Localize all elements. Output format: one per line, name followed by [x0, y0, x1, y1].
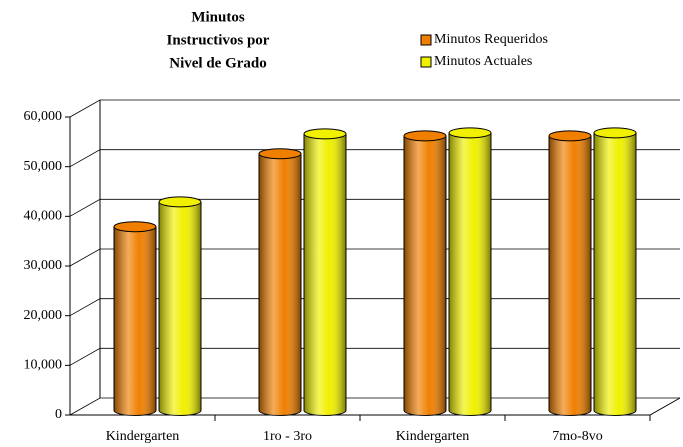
bar-shade: [594, 132, 636, 416]
legend-label: Minutos Requeridos: [434, 32, 548, 47]
bar-top: [448, 127, 492, 139]
chart-title: Instructivos por: [167, 32, 270, 48]
legend-swatch: [420, 34, 432, 46]
bar: [403, 130, 447, 416]
y-tick-label: 0: [55, 407, 62, 422]
bar: [258, 148, 302, 416]
bar: [303, 128, 347, 416]
bar: [448, 127, 492, 416]
bar: [158, 196, 202, 416]
grid-line: [69, 99, 680, 118]
bar-shade: [304, 133, 346, 416]
y-tick-label: 10,000: [24, 358, 63, 373]
bar-top: [403, 130, 447, 142]
bar-top: [548, 130, 592, 142]
bar-shade: [449, 132, 491, 416]
y-tick-label: 20,000: [24, 308, 63, 323]
y-tick-label: 40,000: [24, 209, 63, 224]
y-tick-label: 60,000: [24, 109, 63, 124]
legend-swatch: [420, 56, 432, 68]
y-tick-label: 50,000: [24, 159, 63, 174]
chart-title: Nivel de Grado: [169, 55, 267, 71]
bar: [593, 127, 637, 416]
bar-top: [593, 127, 637, 139]
x-tick-label: 1ro - 3ro: [263, 429, 312, 444]
x-tick-label: Kindergarten: [396, 429, 470, 444]
bar-top: [303, 128, 347, 140]
x-tick-label: Kindergarten: [106, 429, 180, 444]
y-tick-label: 30,000: [24, 258, 63, 273]
bar-shade: [114, 226, 156, 416]
bar-top: [158, 196, 202, 208]
bar-shade: [549, 135, 591, 416]
bar: [548, 130, 592, 416]
bar-shade: [159, 201, 201, 416]
bar-shade: [404, 135, 446, 416]
chart-title: Minutos: [191, 9, 245, 25]
bar-top: [113, 221, 157, 233]
bar: [113, 221, 157, 416]
x-tick-label: 7mo-8vo: [552, 429, 603, 444]
bar-shade: [259, 153, 301, 416]
legend-label: Minutos Actuales: [434, 54, 532, 69]
bar-top: [258, 148, 302, 160]
